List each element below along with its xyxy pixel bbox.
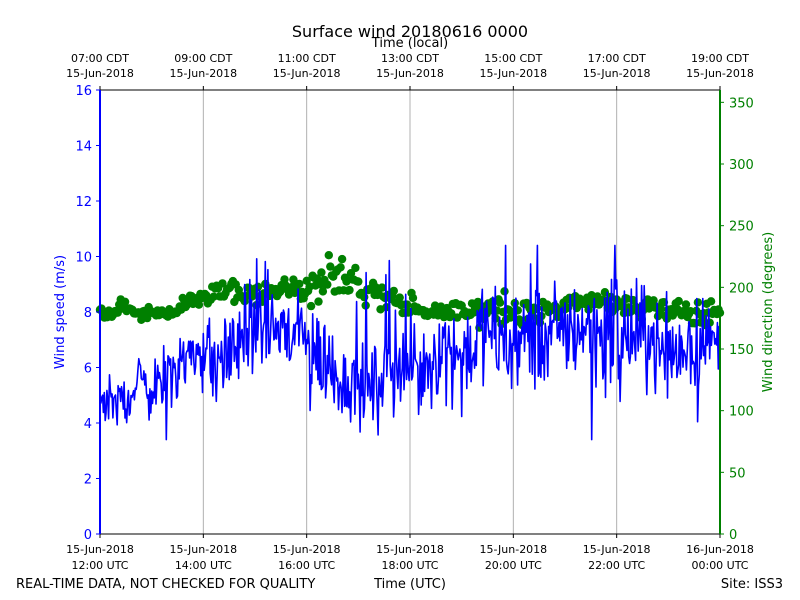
right-tick-label: 300 — [729, 158, 754, 173]
top-tick-label-time: 17:00 CDT — [588, 52, 646, 65]
top-tick-label-date: 15-Jun-2018 — [169, 67, 237, 80]
top-tick-label-time: 19:00 CDT — [691, 52, 749, 65]
direction-point — [402, 300, 412, 309]
direction-point — [306, 301, 316, 311]
bottom-tick-label-time: 16:00 UTC — [278, 559, 335, 572]
direction-point — [194, 300, 204, 309]
direction-point — [351, 263, 360, 273]
top-tick-label-time: 07:00 CDT — [71, 52, 129, 65]
direction-point — [354, 277, 363, 286]
direction-point — [317, 268, 326, 277]
left-tick-label: 8 — [84, 306, 92, 321]
right-tick-label: 250 — [729, 220, 754, 235]
bottom-tick-label-date: 15-Jun-2018 — [273, 543, 341, 556]
left-tick-label: 4 — [84, 417, 92, 432]
right-tick-label: 50 — [729, 466, 746, 481]
direction-point — [693, 298, 703, 307]
top-tick-label-time: 09:00 CDT — [174, 52, 232, 65]
direction-point — [120, 297, 130, 306]
bottom-tick-label-time: 22:00 UTC — [588, 559, 645, 572]
right-tick-label: 350 — [729, 96, 754, 111]
direction-point — [681, 300, 691, 309]
speed-series — [99, 244, 721, 441]
direction-point — [314, 297, 323, 306]
top-tick-label-time: 11:00 CDT — [278, 52, 336, 65]
direction-point — [336, 263, 345, 272]
top-tick-label-date: 15-Jun-2018 — [686, 67, 754, 80]
direction-point — [218, 279, 227, 288]
axes-layer: 15-Jun-2018 12:00 UTC 15-Jun-2018 14:00 UTC… — [66, 52, 754, 572]
direction-point — [377, 283, 387, 292]
left-axis-label: Wind speed (m/s) — [53, 255, 68, 369]
left-tick-label: 16 — [75, 84, 92, 99]
direction-point — [706, 297, 716, 306]
direction-point — [495, 298, 505, 307]
direction-point — [674, 296, 683, 306]
direction-point — [649, 296, 658, 305]
direction-point — [360, 292, 369, 302]
left-tick-label: 0 — [84, 528, 92, 543]
right-axis-label: Wind direction (degrees) — [761, 232, 776, 392]
direction-point — [408, 293, 418, 303]
right-tick-label: 150 — [729, 343, 754, 358]
top-tick-label-time: 15:00 CDT — [484, 52, 542, 65]
bottom-tick-label-date: 15-Jun-2018 — [479, 543, 547, 556]
direction-point — [395, 293, 404, 302]
top-tick-label-time: 13:00 CDT — [381, 52, 439, 65]
site-label: Site: ISS3 — [721, 577, 783, 592]
bottom-tick-label-time: 12:00 UTC — [71, 559, 128, 572]
top-tick-label-date: 15-Jun-2018 — [583, 67, 651, 80]
top-axis-label: Time (local) — [371, 36, 448, 51]
direction-point — [289, 275, 298, 284]
direction-point — [326, 262, 335, 271]
left-tick-label: 12 — [75, 195, 92, 210]
direction-point — [656, 304, 666, 314]
direction-point — [253, 282, 263, 291]
bottom-tick-label-date: 15-Jun-2018 — [376, 543, 444, 556]
bottom-tick-label-date: 15-Jun-2018 — [169, 543, 237, 556]
direction-point — [337, 254, 347, 264]
direction-point — [371, 283, 381, 292]
bottom-tick-label-date: 15-Jun-2018 — [583, 543, 651, 556]
left-tick-label: 10 — [75, 251, 92, 266]
bottom-axis-label: Time (UTC) — [373, 577, 446, 592]
right-tick-label: 100 — [729, 405, 754, 420]
quality-note: REAL-TIME DATA, NOT CHECKED FOR QUALITY — [16, 577, 315, 592]
direction-point — [447, 309, 456, 318]
direction-point — [323, 280, 332, 289]
bottom-tick-label-time: 20:00 UTC — [485, 559, 542, 572]
bottom-tick-label-time: 00:00 UTC — [691, 559, 748, 572]
direction-point — [345, 285, 354, 295]
speed-line — [99, 244, 721, 441]
direction-point — [295, 279, 304, 289]
bottom-tick-label-time: 14:00 UTC — [175, 559, 232, 572]
direction-point — [389, 286, 398, 296]
bottom-tick-label-date: 15-Jun-2018 — [66, 543, 134, 556]
left-tick-label: 6 — [84, 362, 92, 377]
direction-point — [209, 292, 218, 301]
direction-point — [280, 275, 289, 284]
direction-point — [324, 251, 333, 260]
top-tick-label-date: 15-Jun-2018 — [273, 67, 341, 80]
direction-point — [318, 287, 328, 296]
top-tick-label-date: 15-Jun-2018 — [66, 67, 134, 80]
top-tick-label-date: 15-Jun-2018 — [376, 67, 444, 80]
right-tick-label: 200 — [729, 281, 754, 296]
top-tick-label-date: 15-Jun-2018 — [479, 67, 547, 80]
right-tick-label: 0 — [729, 528, 737, 543]
left-tick-label: 14 — [75, 140, 92, 155]
chart-title: Surface wind 20180616 0000 — [292, 22, 528, 41]
bottom-tick-label-date: 16-Jun-2018 — [686, 543, 754, 556]
bottom-tick-label-time: 18:00 UTC — [381, 559, 438, 572]
left-tick-label: 2 — [84, 473, 92, 488]
